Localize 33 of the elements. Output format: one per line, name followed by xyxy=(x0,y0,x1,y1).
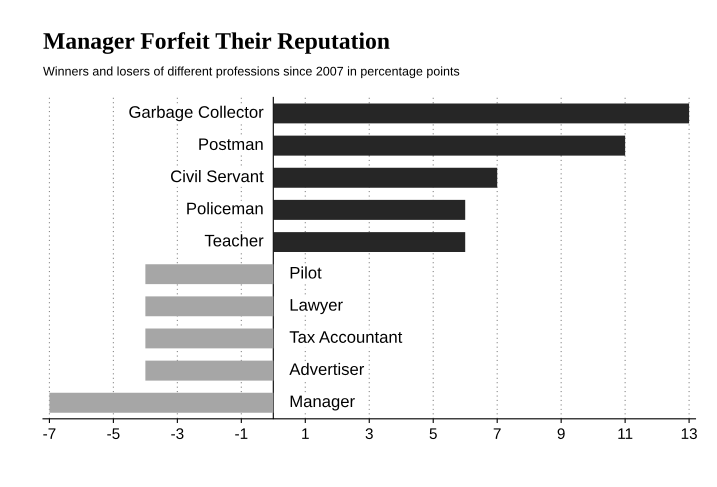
y-tick-label: Teacher xyxy=(204,234,264,247)
chart-title: Manager Forfeit Their Reputation xyxy=(43,32,390,54)
x-tick-label: 13 xyxy=(682,428,697,440)
y-tick-label: Advertiser xyxy=(289,362,364,376)
x-tick-label: 7 xyxy=(494,428,501,439)
y-tick-label: Civil Servant xyxy=(171,170,264,182)
bar xyxy=(273,168,498,188)
y-tick-label: Lawyer xyxy=(290,299,343,314)
y-tick-label: Garbage Collector xyxy=(129,106,264,122)
x-tick-label: 9 xyxy=(558,428,565,440)
bar xyxy=(273,232,466,252)
y-tick-label: Policeman xyxy=(187,202,263,214)
y-tick-label: Pilot xyxy=(290,266,322,279)
bar xyxy=(145,264,274,284)
y-tick-label: Postman xyxy=(199,138,263,150)
bar xyxy=(273,200,466,220)
x-tick-label: -3 xyxy=(171,428,184,440)
x-tick-label: -1 xyxy=(235,428,248,439)
y-tick-label: Tax Accountant xyxy=(290,331,402,343)
bar xyxy=(145,328,274,348)
x-tick-label: 5 xyxy=(430,428,437,440)
bar xyxy=(145,296,274,316)
bar xyxy=(273,136,626,156)
bar xyxy=(145,360,274,381)
x-tick-label: 11 xyxy=(618,428,632,439)
x-tick-label: 1 xyxy=(302,428,309,439)
bar xyxy=(273,104,690,124)
y-tick-label: Manager xyxy=(290,396,355,411)
x-tick-label: 3 xyxy=(366,428,373,440)
bar xyxy=(49,392,274,413)
chart-subtitle: Winners and losers of different professions since 2007 in percentage points xyxy=(43,66,460,78)
x-tick-label: -7 xyxy=(43,428,56,439)
x-tick-label: -5 xyxy=(107,428,120,440)
